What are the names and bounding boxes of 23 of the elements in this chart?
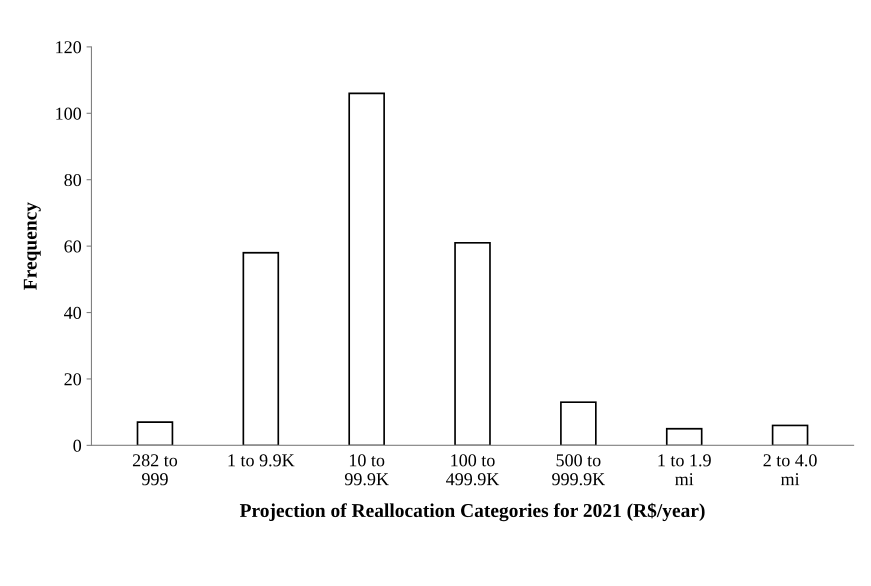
x-tick-label: 282 to 999 xyxy=(132,454,178,486)
bar xyxy=(348,92,385,446)
bar xyxy=(666,428,703,446)
y-tick-label: 40 xyxy=(64,306,82,319)
bar xyxy=(560,401,597,446)
x-tick-label: 1 to 1.9 mi xyxy=(658,454,711,486)
bar xyxy=(772,424,808,446)
y-tick-label: 0 xyxy=(73,440,82,452)
y-tick-label: 100 xyxy=(56,108,82,120)
bar xyxy=(242,252,280,446)
bar xyxy=(454,242,491,446)
x-tick-label: 1 to 9.9K xyxy=(228,454,294,466)
y-tick-label: 60 xyxy=(64,240,82,253)
x-tick-label: 2 to 4.0 mi xyxy=(764,454,817,486)
x-tick-label: 500 to 999.9K xyxy=(552,454,606,486)
x-tick-label: 100 to 499.9K xyxy=(446,454,500,486)
y-axis-title: Frequency xyxy=(24,202,41,290)
y-tick-label: 120 xyxy=(56,41,82,54)
y-tick-label: 20 xyxy=(64,373,82,386)
x-axis-title: Projection of Reallocation Categories for 2021 (R$/year) xyxy=(240,502,705,522)
bar xyxy=(136,421,174,446)
y-tick-label: 80 xyxy=(64,174,82,186)
x-tick-label: 10 to 99.9K xyxy=(344,454,389,486)
